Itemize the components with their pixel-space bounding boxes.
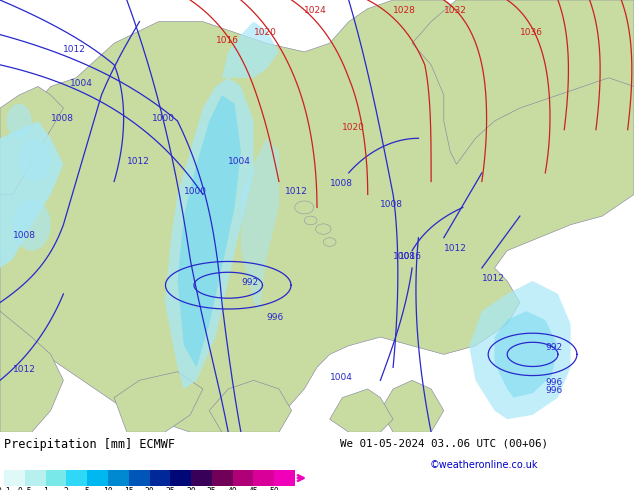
Text: 1036: 1036 (520, 27, 543, 37)
Bar (191, 470, 212, 486)
Text: 992: 992 (545, 343, 562, 352)
Text: 1028: 1028 (393, 6, 416, 15)
Text: 1008: 1008 (13, 231, 36, 240)
Text: ©weatheronline.co.uk: ©weatheronline.co.uk (430, 460, 538, 470)
Text: 1012: 1012 (285, 188, 308, 196)
Polygon shape (114, 372, 203, 432)
Text: 40: 40 (228, 487, 238, 490)
Text: 30: 30 (186, 487, 196, 490)
Text: 1008: 1008 (380, 200, 403, 209)
Bar (212, 470, 233, 486)
Polygon shape (0, 0, 634, 432)
Text: 1004: 1004 (228, 157, 251, 166)
Text: 5: 5 (85, 487, 89, 490)
Bar (87, 470, 108, 486)
Polygon shape (0, 86, 63, 195)
Circle shape (316, 224, 331, 234)
Circle shape (304, 216, 317, 225)
Text: 1012: 1012 (482, 274, 505, 283)
Text: 1000: 1000 (184, 188, 207, 196)
Polygon shape (222, 22, 279, 78)
Bar (233, 470, 254, 486)
Text: 1004: 1004 (70, 79, 93, 88)
Text: 0.5: 0.5 (18, 487, 32, 490)
Text: 992: 992 (241, 278, 258, 287)
Bar (129, 470, 150, 486)
Bar (4, 470, 25, 486)
Text: 15: 15 (124, 487, 134, 490)
Ellipse shape (6, 104, 32, 138)
Text: 25: 25 (165, 487, 175, 490)
Polygon shape (165, 78, 254, 389)
Text: 2: 2 (64, 487, 69, 490)
Text: 996: 996 (545, 386, 562, 395)
Bar (254, 470, 275, 486)
Text: 1004: 1004 (330, 373, 353, 382)
Text: 1012: 1012 (127, 157, 150, 166)
Bar (108, 470, 129, 486)
Polygon shape (178, 95, 241, 368)
Text: 1008: 1008 (393, 252, 416, 261)
Text: 35: 35 (207, 487, 217, 490)
Circle shape (295, 201, 314, 214)
Text: 1008: 1008 (330, 179, 353, 188)
Text: 1024: 1024 (304, 6, 327, 15)
Polygon shape (0, 311, 63, 432)
Bar (275, 470, 295, 486)
Polygon shape (0, 121, 63, 268)
Text: We 01-05-2024 03..06 UTC (00+06): We 01-05-2024 03..06 UTC (00+06) (340, 438, 548, 448)
Polygon shape (241, 138, 279, 311)
Text: 1: 1 (43, 487, 48, 490)
Ellipse shape (13, 199, 51, 251)
Text: 45: 45 (249, 487, 258, 490)
Bar (150, 470, 171, 486)
Text: 1012: 1012 (13, 365, 36, 374)
Text: 0.1: 0.1 (0, 487, 11, 490)
Text: 1012: 1012 (444, 244, 467, 253)
Polygon shape (209, 380, 292, 432)
Text: 1020: 1020 (342, 122, 365, 132)
Text: 1016: 1016 (216, 36, 238, 45)
Text: Precipitation [mm] ECMWF: Precipitation [mm] ECMWF (4, 438, 175, 451)
Text: 996: 996 (266, 313, 283, 322)
Text: 1008: 1008 (51, 114, 74, 123)
Text: 1000: 1000 (152, 114, 175, 123)
Text: 1032: 1032 (444, 6, 467, 15)
Text: 50: 50 (269, 487, 279, 490)
Text: 1012: 1012 (63, 45, 86, 54)
Ellipse shape (19, 138, 51, 181)
Text: 1020: 1020 (254, 27, 276, 37)
Polygon shape (330, 389, 393, 432)
Text: 996: 996 (545, 378, 562, 387)
Text: 10: 10 (103, 487, 113, 490)
Text: 20: 20 (145, 487, 154, 490)
Bar (25, 470, 46, 486)
Circle shape (323, 238, 336, 246)
Text: 1016: 1016 (399, 252, 422, 261)
Bar (46, 470, 67, 486)
Polygon shape (469, 281, 571, 419)
Polygon shape (495, 311, 558, 397)
Bar (67, 470, 87, 486)
Polygon shape (380, 380, 444, 432)
Bar (171, 470, 191, 486)
Polygon shape (412, 0, 634, 164)
